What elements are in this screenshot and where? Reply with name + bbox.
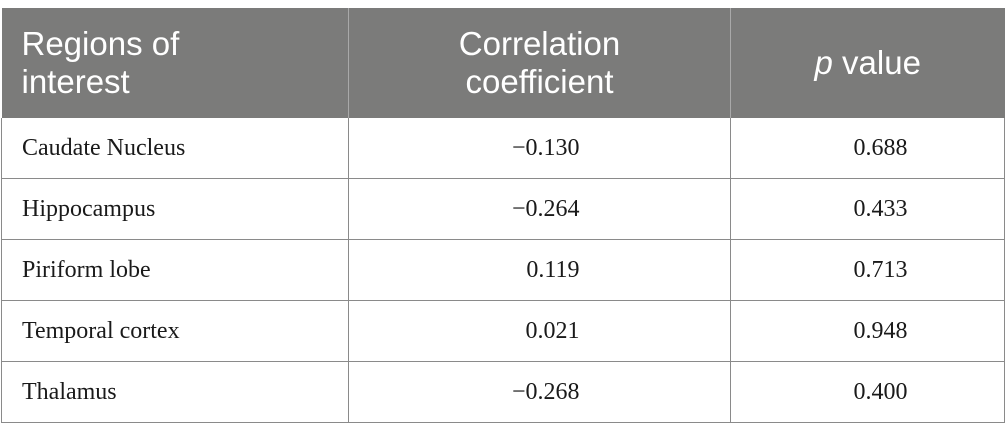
header-p-rest: value	[832, 44, 921, 81]
coefficient-value: −0.264	[511, 195, 580, 222]
header-p-value: p value	[730, 8, 1005, 118]
header-p-italic: p	[814, 44, 833, 81]
header-correlation-line1: Correlation	[458, 25, 621, 62]
p-value: 0.948	[853, 317, 908, 344]
table-body: Caudate Nucleus −0.130 0.688 Hippocampus…	[1, 118, 1005, 423]
cell-region: Hippocampus	[1, 178, 349, 240]
cell-coefficient: 0.021	[348, 300, 731, 362]
p-value: 0.713	[853, 256, 908, 283]
coefficient-value: 0.021	[525, 317, 580, 344]
cell-coefficient: 0.119	[348, 239, 731, 301]
p-value: 0.400	[853, 378, 908, 405]
table-row: Piriform lobe 0.119 0.713	[1, 239, 1005, 301]
header-regions-of-interest: Regions of interest	[1, 8, 349, 118]
header-correlation-line2: coefficient	[465, 63, 614, 100]
header-regions-line1: Regions of	[21, 25, 180, 62]
header-regions-line2: interest	[21, 63, 130, 100]
coefficient-value: −0.268	[511, 378, 580, 405]
table-row: Hippocampus −0.264 0.433	[1, 178, 1005, 240]
cell-p-value: 0.713	[730, 239, 1005, 301]
correlation-table: Regions of interest Correlation coeffici…	[1, 8, 1005, 423]
correlation-table-container: Regions of interest Correlation coeffici…	[1, 8, 1005, 423]
table-header: Regions of interest Correlation coeffici…	[1, 8, 1005, 118]
header-correlation-coefficient: Correlation coefficient	[348, 8, 731, 118]
table-row: Caudate Nucleus −0.130 0.688	[1, 118, 1005, 179]
table-row: Temporal cortex 0.021 0.948	[1, 300, 1005, 362]
cell-coefficient: −0.130	[348, 118, 731, 179]
cell-region: Thalamus	[1, 361, 349, 423]
cell-p-value: 0.688	[730, 118, 1005, 179]
coefficient-value: −0.130	[511, 134, 580, 161]
cell-coefficient: −0.268	[348, 361, 731, 423]
cell-region: Caudate Nucleus	[1, 118, 349, 179]
p-value: 0.688	[853, 134, 908, 161]
coefficient-value: 0.119	[526, 256, 580, 283]
cell-p-value: 0.948	[730, 300, 1005, 362]
cell-region: Temporal cortex	[1, 300, 349, 362]
table-row: Thalamus −0.268 0.400	[1, 361, 1005, 423]
header-row: Regions of interest Correlation coeffici…	[1, 8, 1005, 118]
cell-region: Piriform lobe	[1, 239, 349, 301]
cell-p-value: 0.433	[730, 178, 1005, 240]
cell-coefficient: −0.264	[348, 178, 731, 240]
p-value: 0.433	[853, 195, 908, 222]
cell-p-value: 0.400	[730, 361, 1005, 423]
